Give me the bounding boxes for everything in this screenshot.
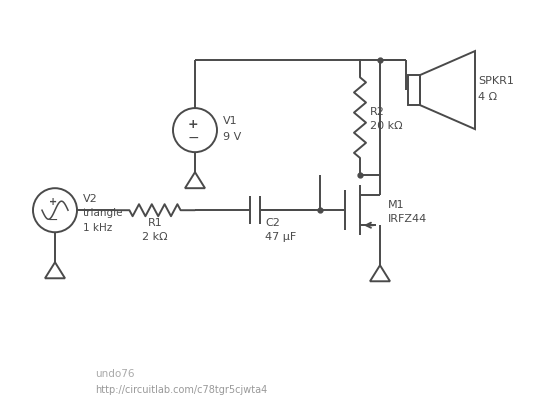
Text: R1: R1: [147, 218, 163, 228]
Text: 1 kHz: 1 kHz: [83, 223, 112, 233]
Text: IRFZ44: IRFZ44: [388, 214, 427, 224]
Text: 9 V: 9 V: [223, 132, 241, 142]
Text: CIRCUIT: CIRCUIT: [8, 369, 55, 379]
Text: +: +: [188, 117, 198, 131]
Bar: [408, 75, 420, 105]
Text: triangle: triangle: [83, 208, 124, 218]
Text: R2: R2: [370, 107, 385, 117]
Text: C2: C2: [265, 218, 280, 228]
Text: 47 μF: 47 μF: [265, 232, 296, 242]
Text: undo76: undo76: [95, 369, 134, 379]
Text: http://circuitlab.com/c78tgr5cjwta4: http://circuitlab.com/c78tgr5cjwta4: [95, 385, 267, 395]
Text: / Simple MOSFET amplifier: / Simple MOSFET amplifier: [140, 369, 296, 379]
Text: −: −: [48, 214, 58, 227]
Text: M1: M1: [388, 200, 404, 210]
Text: −: −: [187, 131, 199, 145]
Text: SPKR1: SPKR1: [478, 76, 514, 86]
Text: 20 kΩ: 20 kΩ: [370, 121, 403, 131]
Text: V2: V2: [83, 194, 98, 204]
Text: ~W▶LAB: ~W▶LAB: [8, 385, 52, 395]
Text: 4 Ω: 4 Ω: [478, 92, 497, 102]
Text: 2 kΩ: 2 kΩ: [142, 232, 168, 242]
Text: V1: V1: [223, 116, 238, 126]
Text: +: +: [49, 197, 57, 207]
